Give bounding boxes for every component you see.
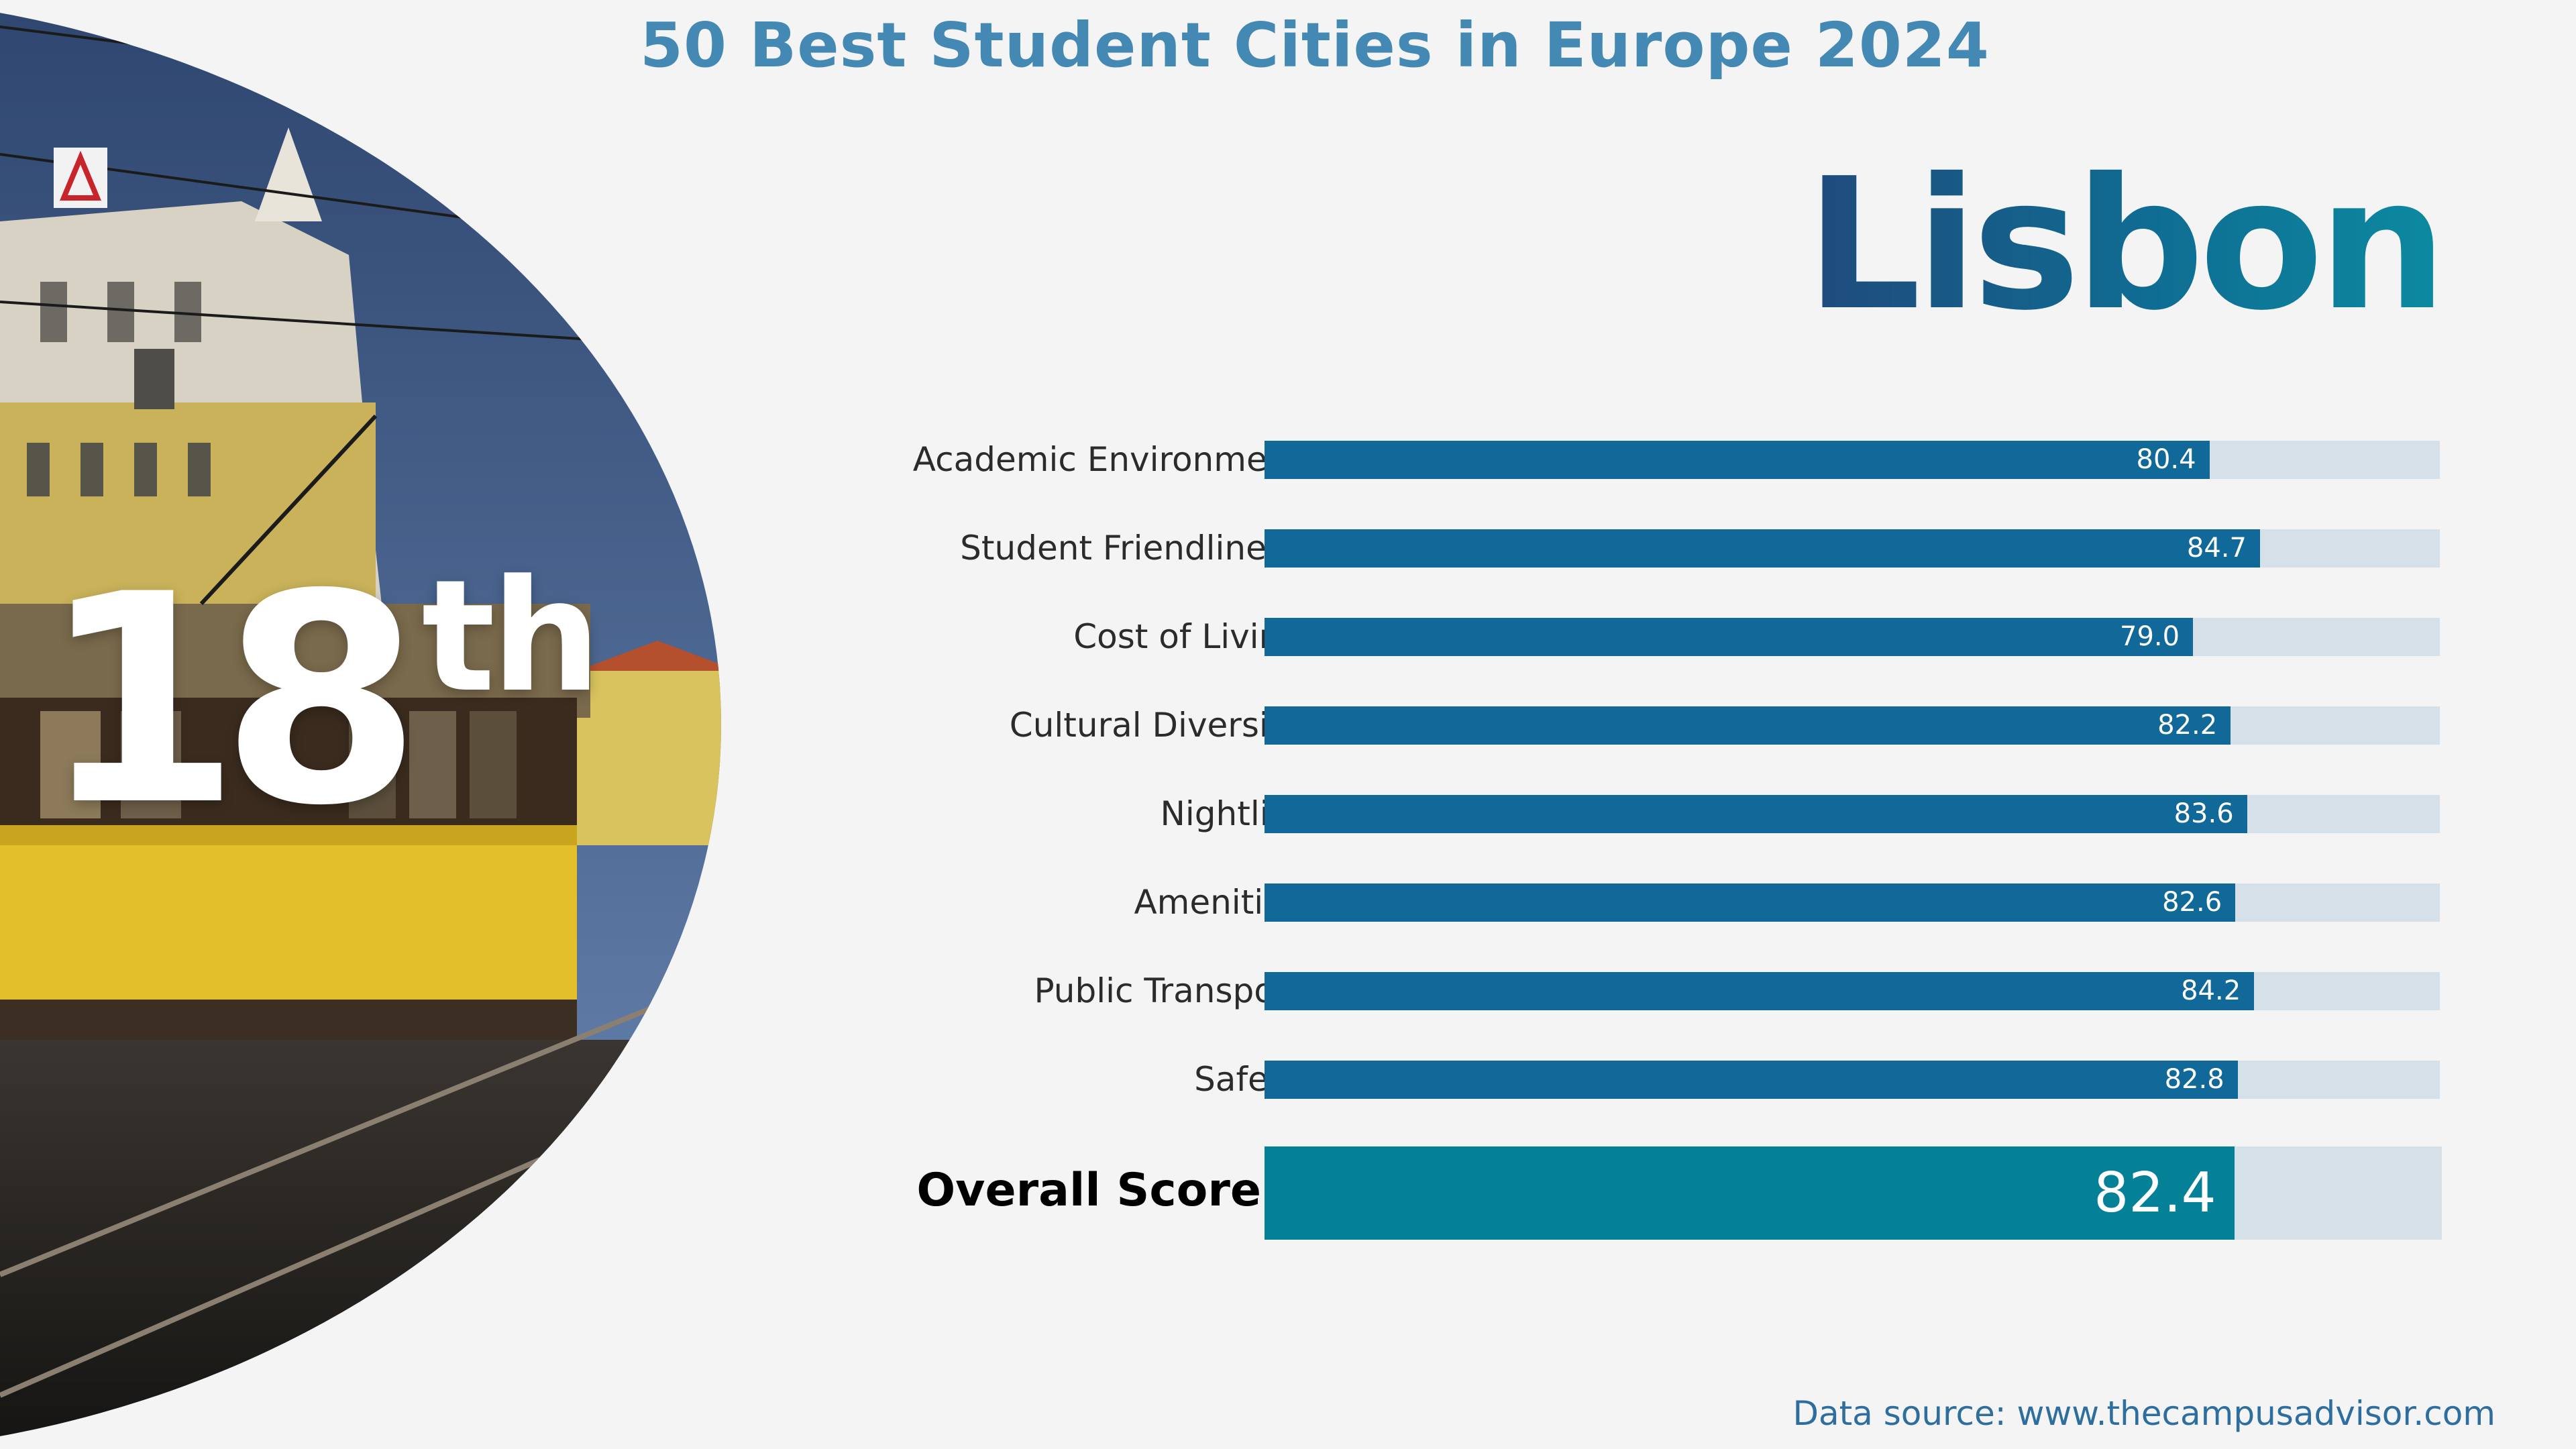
bar-cultural-diversity — [1265, 706, 2231, 745]
bar-value-safety: 82.8 — [2164, 1064, 2224, 1095]
bar-value-amenities: 82.6 — [2162, 887, 2222, 918]
bar-cost-of-living — [1265, 618, 2194, 656]
bar-value-nightlife: 83.6 — [2174, 798, 2234, 829]
category-label-cost-of-living: Cost of Living — [1073, 617, 1301, 656]
bar-value-public-transport: 84.2 — [2181, 975, 2241, 1006]
category-label-academic-environment: Academic Environment — [912, 440, 1301, 479]
category-label-public-transport: Public Transport — [1034, 971, 1302, 1010]
city-photo — [0, 0, 738, 1449]
bar-value-cultural-diversity: 82.2 — [2157, 710, 2218, 741]
overall-score-bar — [1265, 1146, 2235, 1240]
category-label-student-friendliness: Student Friendliness — [960, 529, 1301, 568]
data-source: Data source: www.thecampusadvisor.com — [1792, 1394, 2496, 1433]
rank-suffix: th — [421, 547, 601, 727]
bar-value-cost-of-living: 79.0 — [2120, 621, 2180, 652]
rank-number: 18 — [40, 533, 421, 869]
overall-score-value: 82.4 — [2094, 1161, 2216, 1225]
bar-value-student-friendliness: 84.7 — [2186, 533, 2247, 564]
bar-student-friendliness — [1265, 529, 2260, 568]
page-title: 50 Best Student Cities in Europe 2024 — [640, 9, 1990, 81]
overall-score-label: Overall Score — [916, 1164, 1261, 1217]
bar-safety — [1265, 1061, 2238, 1099]
city-name: Lisbon — [1805, 139, 2447, 350]
bar-amenities — [1265, 883, 2236, 922]
bar-public-transport — [1265, 972, 2255, 1010]
category-label-cultural-diversity: Cultural Diversity — [1009, 706, 1301, 745]
bar-value-academic-environment: 80.4 — [2136, 444, 2196, 475]
bar-academic-environment — [1265, 441, 2210, 479]
bar-nightlife — [1265, 795, 2247, 833]
